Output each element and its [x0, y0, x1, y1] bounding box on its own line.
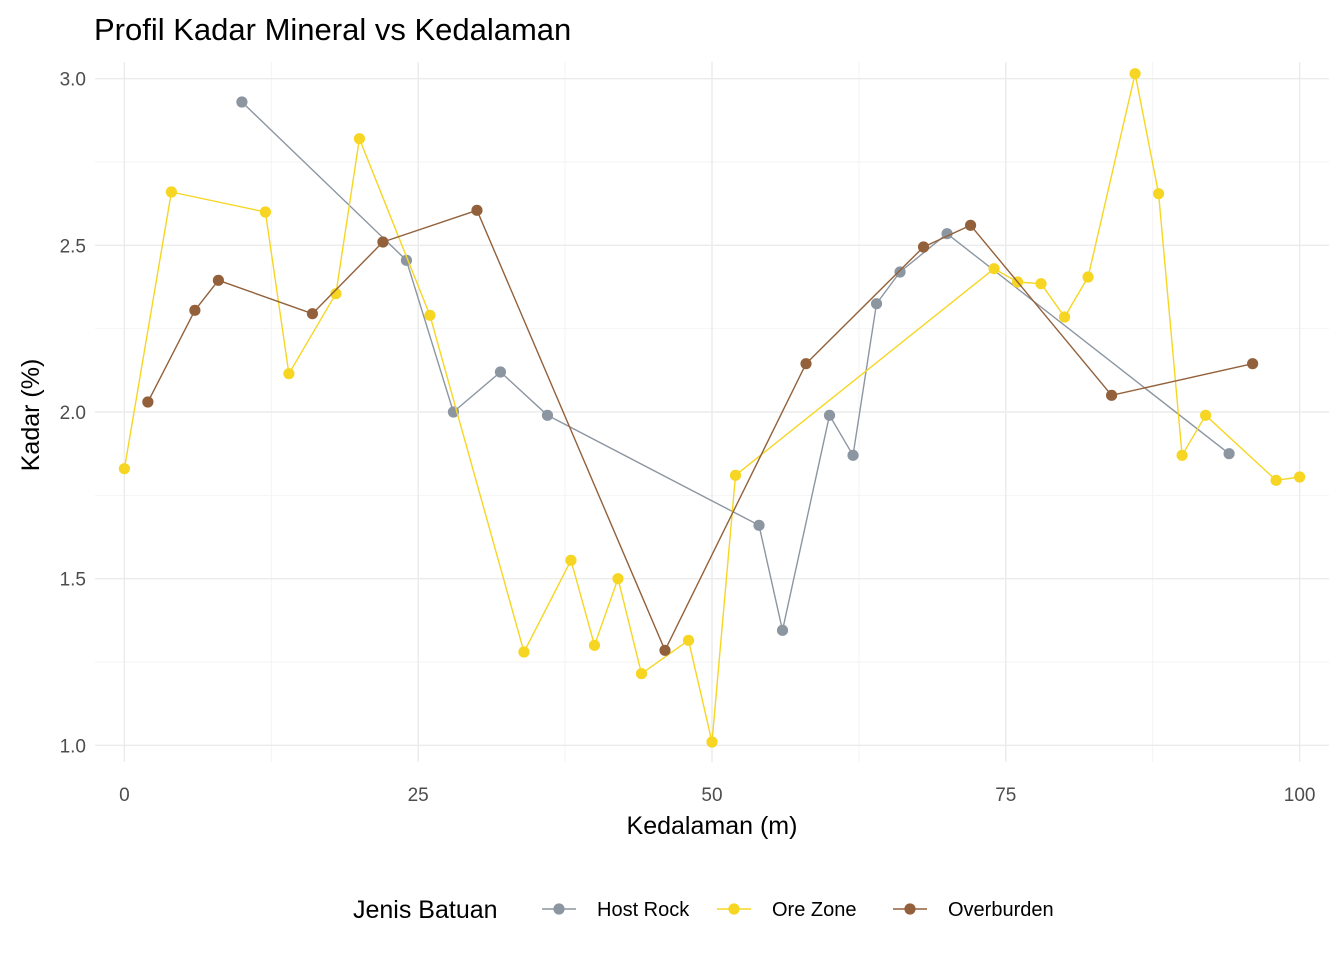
- data-point-overburden: [142, 396, 154, 408]
- data-point-host-rock: [894, 266, 906, 278]
- data-point-host-rock: [847, 449, 859, 461]
- x-tick-label: 0: [119, 785, 130, 806]
- legend-item-overburden: Overburden: [893, 899, 1054, 921]
- y-tick-label: 2.5: [60, 236, 86, 257]
- data-point-overburden: [800, 358, 812, 370]
- y-tick-label: 3.0: [60, 70, 86, 91]
- data-point-overburden: [659, 644, 671, 656]
- data-point-host-rock: [1223, 448, 1235, 460]
- data-point-ore-zone: [283, 368, 295, 380]
- data-point-ore-zone: [1082, 271, 1094, 283]
- data-point-overburden: [1247, 358, 1259, 370]
- x-tick-labels: 0 25 50 75 100: [119, 785, 1315, 806]
- data-point-overburden: [306, 308, 319, 320]
- x-tick-label: 25: [408, 785, 429, 806]
- y-tick-label: 2.0: [60, 403, 86, 424]
- data-point-overburden: [471, 204, 483, 216]
- data-point-ore-zone: [565, 554, 577, 566]
- data-point-ore-zone: [706, 736, 718, 748]
- y-tick-labels: 1.0 1.5 2.0 2.5 3.0: [60, 70, 86, 758]
- data-point-overburden: [377, 236, 389, 248]
- data-point-ore-zone: [1294, 471, 1306, 483]
- data-point-host-rock: [753, 519, 765, 531]
- data-point-ore-zone: [424, 309, 436, 321]
- data-point-ore-zone: [729, 469, 742, 481]
- data-point-overburden: [189, 304, 201, 316]
- data-point-host-rock: [870, 298, 883, 310]
- data-point-ore-zone: [1058, 311, 1071, 323]
- series-layer: [118, 68, 1306, 748]
- series-line-ore-zone: [123, 72, 1300, 743]
- series-overburden: [142, 204, 1259, 656]
- data-point-ore-zone: [588, 639, 601, 651]
- x-tick-label: 50: [701, 785, 722, 806]
- series-line-host-rock: [241, 101, 1230, 631]
- data-point-host-rock: [541, 409, 554, 421]
- data-point-ore-zone: [1200, 409, 1212, 421]
- data-point-ore-zone: [612, 573, 624, 585]
- x-tick-label: 75: [995, 785, 1016, 806]
- legend-item-ore-zone: Ore Zone: [717, 899, 856, 921]
- data-point-ore-zone: [118, 463, 130, 475]
- legend-label: Host Rock: [597, 899, 690, 921]
- chart-title: Profil Kadar Mineral vs Kedalaman: [94, 12, 571, 47]
- data-point-ore-zone: [988, 263, 1000, 275]
- data-point-ore-zone: [682, 634, 695, 646]
- series-host-rock: [236, 96, 1235, 636]
- y-tick-label: 1.0: [60, 736, 86, 757]
- data-point-host-rock: [494, 366, 507, 378]
- legend-label: Overburden: [948, 899, 1054, 921]
- data-point-ore-zone: [353, 133, 366, 145]
- legend-key-point: [728, 903, 740, 915]
- grid: [95, 62, 1329, 762]
- data-point-ore-zone: [1270, 474, 1282, 486]
- data-point-overburden: [1105, 389, 1118, 401]
- legend-items: Host Rock Ore Zone Overburden: [542, 899, 1054, 921]
- data-point-host-rock: [776, 624, 789, 636]
- data-point-ore-zone: [1152, 188, 1165, 200]
- legend-key-point: [553, 903, 565, 915]
- legend-item-host-rock: Host Rock: [542, 899, 690, 921]
- data-point-ore-zone: [1035, 278, 1047, 290]
- y-axis-title: Kadar (%): [17, 359, 45, 472]
- x-axis-title: Kedalaman (m): [627, 812, 798, 840]
- data-point-host-rock: [941, 228, 953, 240]
- data-point-ore-zone: [330, 288, 342, 300]
- legend: Jenis Batuan Host Rock Ore Zone Overburden: [353, 896, 1054, 924]
- data-point-overburden: [964, 219, 977, 231]
- legend-label: Ore Zone: [772, 899, 856, 921]
- y-tick-label: 1.5: [60, 570, 86, 591]
- series-line-overburden: [147, 209, 1253, 651]
- x-tick-label: 100: [1284, 785, 1316, 806]
- data-point-ore-zone: [259, 206, 272, 218]
- data-point-host-rock: [823, 409, 836, 421]
- data-point-host-rock: [236, 96, 248, 108]
- data-point-ore-zone: [1176, 449, 1188, 461]
- data-point-overburden: [917, 241, 930, 253]
- data-point-ore-zone: [635, 668, 648, 680]
- legend-title: Jenis Batuan: [353, 896, 498, 924]
- data-point-ore-zone: [518, 646, 530, 658]
- data-point-overburden: [212, 274, 224, 286]
- data-point-ore-zone: [165, 186, 177, 198]
- data-point-ore-zone: [1129, 68, 1141, 80]
- series-ore-zone: [118, 68, 1306, 748]
- legend-key-point: [904, 903, 916, 915]
